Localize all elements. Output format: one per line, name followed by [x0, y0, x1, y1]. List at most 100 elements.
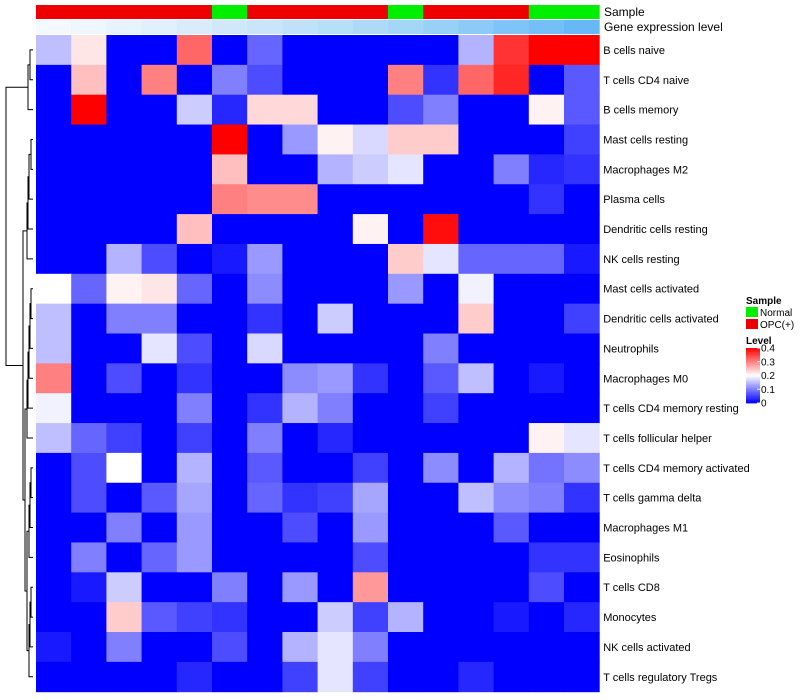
- legend-gradient-step: [746, 349, 760, 352]
- heatmap-cell: [106, 303, 143, 334]
- heatmap-cell: [493, 482, 530, 514]
- sample-track-cell: [528, 5, 565, 19]
- row-label: NK cells resting: [603, 254, 679, 266]
- heatmap-cell: [352, 363, 389, 394]
- heatmap-cell: [317, 273, 354, 305]
- heatmap-cell: [36, 661, 72, 693]
- heatmap-cell: [71, 214, 107, 245]
- heatmap-cell: [317, 572, 354, 603]
- row-label: Mast cells resting: [603, 134, 688, 146]
- heatmap-cell: [388, 273, 424, 305]
- heatmap-cell: [564, 363, 600, 394]
- heatmap-cell: [528, 452, 565, 484]
- sample-track-cell: [352, 5, 389, 19]
- dendrogram-branch: [30, 586, 33, 618]
- heatmap-cell: [528, 243, 565, 275]
- legend-gradient-step: [746, 360, 760, 363]
- legend-gradient-step: [746, 371, 760, 374]
- heatmap-cell: [458, 243, 495, 275]
- legend-label-opc: OPC(+): [760, 320, 794, 331]
- heatmap-cell: [106, 214, 143, 245]
- expression-track-cell: [388, 20, 424, 34]
- heatmap-cell: [564, 482, 600, 514]
- heatmap-cell: [352, 423, 389, 454]
- heatmap-cell: [493, 602, 530, 633]
- sample-track-cell: [317, 5, 354, 19]
- legend-gradient-step: [746, 400, 760, 403]
- heatmap-cell: [106, 94, 143, 126]
- heatmap-cell: [141, 542, 178, 573]
- sample-track-cell: [141, 5, 178, 19]
- heatmap-cell: [458, 154, 495, 185]
- heatmap-cell: [493, 661, 530, 693]
- expression-track-cell: [528, 20, 565, 34]
- heatmap-cell: [141, 184, 178, 215]
- heatmap-cell: [282, 64, 319, 96]
- heatmap-cell: [36, 273, 72, 305]
- heatmap-cell: [317, 184, 354, 215]
- heatmap-cell: [141, 632, 178, 663]
- heatmap-cell: [106, 661, 143, 693]
- legend-gradient-step: [746, 390, 760, 393]
- heatmap-cell: [71, 35, 107, 66]
- heatmap-cell: [106, 452, 143, 484]
- heatmap-cell: [71, 423, 107, 454]
- heatmap-cell: [141, 572, 178, 603]
- heatmap-cell: [176, 243, 213, 275]
- heatmap-cell: [352, 602, 389, 633]
- heatmap-cell: [212, 154, 248, 185]
- row-label: Monocytes: [603, 612, 657, 624]
- heatmap-cell: [493, 214, 530, 245]
- legend-level-ticks: 0.4 0.3 0.2 0.1 0: [757, 344, 775, 410]
- heatmap-cell: [352, 124, 389, 155]
- heatmap-cell: [493, 154, 530, 185]
- heatmap-cell: [106, 64, 143, 96]
- heatmap-cell: [528, 602, 565, 633]
- legend-tick-label: 0.3: [761, 357, 775, 368]
- row-dendrogram: [5, 49, 33, 678]
- heatmap-cell: [176, 572, 213, 603]
- heatmap-cell: [458, 661, 495, 693]
- legend-level-gradient: [746, 348, 760, 404]
- gene-expression-level-track: [36, 20, 600, 34]
- legend-gradient-step: [746, 397, 760, 400]
- heatmap-cell: [317, 124, 354, 155]
- heatmap-cell: [458, 94, 495, 126]
- sample-track-cell: [282, 5, 319, 19]
- row-label: B cells memory: [603, 105, 679, 117]
- heatmap-cell: [528, 94, 565, 126]
- legend-gradient-step: [746, 365, 760, 368]
- heatmap-cell: [352, 154, 389, 185]
- heatmap-cell: [493, 572, 530, 603]
- heatmap-cell: [388, 572, 424, 603]
- legend-gradient-step: [746, 364, 760, 367]
- heatmap-cell: [247, 214, 283, 245]
- heatmap-cell: [212, 303, 248, 334]
- expression-track-cell: [176, 20, 213, 34]
- legend-swatch-opc: [746, 319, 758, 329]
- heatmap-cell: [493, 303, 530, 334]
- heatmap-cell: [212, 512, 248, 543]
- heatmap-cell: [458, 214, 495, 245]
- heatmap-cell: [423, 35, 459, 66]
- heatmap-cell: [423, 124, 459, 155]
- legend-gradient-step: [746, 356, 760, 359]
- legend-gradient-step: [746, 386, 760, 389]
- heatmap-cell: [317, 243, 354, 275]
- legend-tick-label: 0: [761, 399, 767, 410]
- heatmap-cell: [564, 512, 600, 543]
- heatmap-cell: [212, 64, 248, 96]
- heatmap-cell: [212, 214, 248, 245]
- heatmap-cell: [212, 661, 248, 693]
- row-label: B cells naive: [603, 45, 665, 57]
- heatmap-cell: [493, 632, 530, 663]
- heatmap-cell: [36, 154, 72, 185]
- heatmap-cell: [423, 64, 459, 96]
- heatmap-cell: [176, 94, 213, 126]
- heatmap-cell: [141, 94, 178, 126]
- heatmap-cell: [493, 64, 530, 96]
- heatmap-cell: [141, 363, 178, 394]
- expression-track-cell: [458, 20, 495, 34]
- heatmap-cell: [212, 35, 248, 66]
- heatmap-cell: [493, 542, 530, 573]
